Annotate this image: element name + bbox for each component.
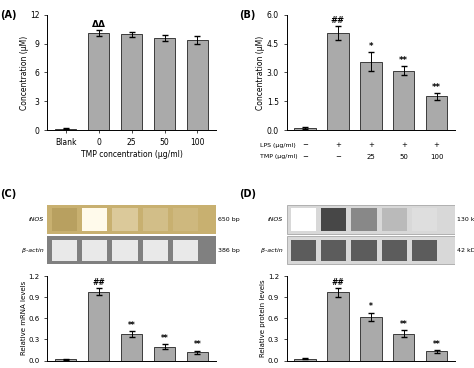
Bar <box>121 35 142 130</box>
Bar <box>121 334 142 361</box>
Bar <box>88 291 109 361</box>
Bar <box>82 240 107 261</box>
Bar <box>426 96 447 130</box>
Bar <box>327 33 348 130</box>
Bar <box>88 33 109 130</box>
Text: (D): (D) <box>239 189 256 199</box>
Bar <box>360 317 382 361</box>
Bar <box>426 351 447 361</box>
Bar <box>55 129 76 130</box>
Text: (B): (B) <box>239 10 256 20</box>
Text: **: ** <box>161 334 168 343</box>
Text: TMP (μg/ml): TMP (μg/ml) <box>260 154 297 159</box>
Text: +: + <box>368 142 374 148</box>
Text: *: * <box>369 302 373 311</box>
Text: 25: 25 <box>366 154 375 160</box>
Bar <box>294 358 316 361</box>
Text: 650 bp: 650 bp <box>218 217 239 222</box>
Text: **: ** <box>399 56 408 65</box>
Bar <box>321 240 346 261</box>
Text: ##: ## <box>331 16 345 25</box>
Text: **: ** <box>432 83 441 92</box>
Bar <box>382 208 407 231</box>
Bar <box>412 208 438 231</box>
Text: (C): (C) <box>0 189 17 199</box>
Y-axis label: Relative mRNA levels: Relative mRNA levels <box>21 281 27 355</box>
Text: 130 kDa: 130 kDa <box>457 217 474 222</box>
Bar <box>287 236 455 264</box>
Bar <box>52 208 77 231</box>
Bar <box>294 128 316 130</box>
Bar <box>143 208 168 231</box>
X-axis label: TMP concentration (μg/ml): TMP concentration (μg/ml) <box>81 149 182 159</box>
Text: 100: 100 <box>430 154 444 160</box>
Bar <box>393 71 414 130</box>
Text: *: * <box>369 42 373 51</box>
Y-axis label: Concentration (μM): Concentration (μM) <box>256 35 265 110</box>
Bar <box>47 236 216 264</box>
Text: 42 kDa: 42 kDa <box>457 248 474 252</box>
Text: +: + <box>401 142 407 148</box>
Text: iNOS: iNOS <box>29 217 44 222</box>
Text: **: ** <box>193 340 201 349</box>
Text: −: − <box>302 154 308 160</box>
Text: **: ** <box>128 321 136 330</box>
Bar <box>112 240 137 261</box>
Text: ΔΔ: ΔΔ <box>91 20 106 29</box>
Bar <box>47 205 216 234</box>
Text: **: ** <box>433 340 440 348</box>
Y-axis label: Relative protein levels: Relative protein levels <box>260 280 266 357</box>
Bar <box>393 334 414 361</box>
Y-axis label: Concentration (μM): Concentration (μM) <box>20 35 29 110</box>
Bar <box>412 240 438 261</box>
Bar <box>187 40 208 130</box>
Bar <box>291 208 316 231</box>
Bar <box>173 240 198 261</box>
Bar <box>382 240 407 261</box>
Text: **: ** <box>400 320 408 329</box>
Text: ##: ## <box>92 277 105 287</box>
Bar <box>351 208 377 231</box>
Text: 50: 50 <box>399 154 408 160</box>
Text: LPS (μg/ml): LPS (μg/ml) <box>260 143 295 148</box>
Bar <box>112 208 137 231</box>
Bar <box>187 352 208 361</box>
Text: β-actin: β-actin <box>22 248 44 252</box>
Bar <box>143 240 168 261</box>
Bar <box>351 240 377 261</box>
Text: 386 bp: 386 bp <box>218 248 239 252</box>
Bar <box>321 208 346 231</box>
Bar <box>55 359 76 361</box>
Bar <box>154 347 175 361</box>
Bar <box>154 38 175 130</box>
Text: +: + <box>335 142 341 148</box>
Bar <box>82 208 107 231</box>
Bar <box>287 205 455 234</box>
Text: −: − <box>302 142 308 148</box>
Bar <box>291 240 316 261</box>
Text: (A): (A) <box>0 10 17 20</box>
Bar <box>327 292 348 361</box>
Bar <box>360 62 382 130</box>
Text: −: − <box>335 154 341 160</box>
Bar <box>52 240 77 261</box>
Text: β-actin: β-actin <box>262 248 283 252</box>
Text: +: + <box>434 142 439 148</box>
Text: ##: ## <box>331 277 344 287</box>
Text: iNOS: iNOS <box>268 217 283 222</box>
Bar <box>173 208 198 231</box>
